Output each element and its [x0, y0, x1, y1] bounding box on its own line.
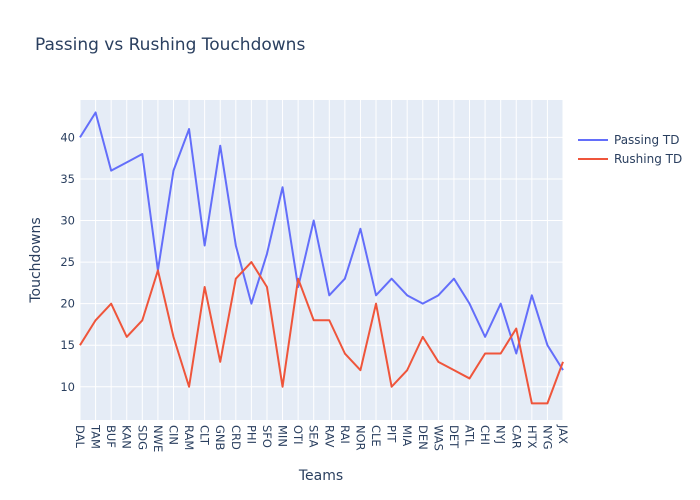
x-tick-label: HTX: [525, 425, 539, 449]
x-tick-label: PHI: [244, 425, 258, 444]
x-axis-title: Teams: [298, 468, 343, 484]
chart-title: Passing vs Rushing Touchdowns: [35, 35, 305, 55]
x-tick-labels: DAL TAM BUF KAN SDG NWE CIN RAM CLT GNB CRD PHI SFO M…: [73, 424, 570, 452]
x-tick-label: CIN: [166, 425, 180, 445]
y-tick-label: 40: [60, 130, 75, 144]
legend: Passing TD Rushing TD: [578, 133, 682, 166]
legend-label: Rushing TD: [614, 152, 682, 166]
x-tick-label: RAV: [322, 425, 336, 448]
x-tick-label: PIT: [385, 425, 399, 443]
y-tick-label: 25: [60, 255, 75, 269]
x-tick-label: MIN: [276, 425, 290, 447]
x-tick-label: TAM: [89, 424, 103, 449]
x-tick-label: NYG: [540, 425, 554, 450]
x-tick-label: SDG: [135, 425, 149, 450]
x-tick-label: NYJ: [494, 425, 508, 444]
x-tick-label: WAS: [431, 425, 445, 451]
x-tick-label: SEA: [307, 425, 321, 448]
x-tick-label: MIA: [400, 425, 414, 446]
x-tick-label: ATL: [463, 425, 477, 446]
x-tick-label: RAI: [338, 425, 352, 444]
x-tick-label: CAR: [509, 425, 523, 449]
x-tick-label: GNB: [213, 425, 227, 451]
y-tick-label: 20: [60, 297, 75, 311]
series-line-rushing-td: [79, 261, 564, 405]
x-tick-label: CLT: [198, 425, 212, 446]
x-tick-label: JAX: [556, 424, 570, 444]
x-tick-label: DAL: [73, 425, 87, 449]
x-tick-label: SFO: [260, 425, 274, 448]
series-line-passing-td: [79, 111, 564, 371]
y-tick-labels: 10 15 20 25 30 35 40: [60, 130, 75, 393]
x-tick-label: KAN: [120, 425, 134, 449]
y-tick-label: 15: [60, 338, 75, 352]
x-tick-label: DET: [447, 425, 461, 449]
y-tick-label: 10: [60, 380, 75, 394]
x-tick-label: BUF: [104, 425, 118, 448]
y-tick-label: 35: [60, 172, 75, 186]
y-tick-label: 30: [60, 214, 75, 228]
x-tick-label: RAM: [182, 425, 196, 450]
series-lines: [79, 111, 564, 405]
x-tick-label: DEN: [416, 425, 430, 450]
legend-label: Passing TD: [614, 133, 680, 147]
x-tick-label: CRD: [229, 425, 243, 450]
x-gridlines: [79, 100, 564, 420]
x-tick-label: OTI: [291, 425, 305, 444]
y-gridlines: [80, 136, 563, 388]
x-tick-label: NOR: [353, 425, 367, 451]
x-tick-label: CHI: [478, 425, 492, 445]
y-axis-title: Touchdowns: [28, 217, 44, 303]
x-tick-label: CLE: [369, 425, 383, 447]
x-tick-label: NWE: [151, 425, 165, 452]
